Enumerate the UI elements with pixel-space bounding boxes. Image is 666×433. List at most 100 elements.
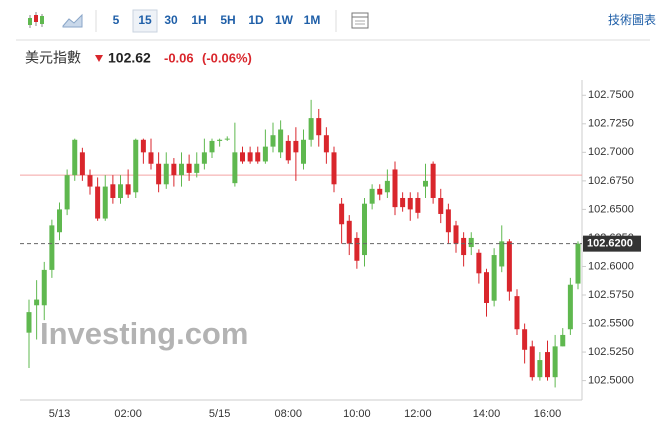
instrument-name: 美元指數 bbox=[25, 50, 81, 66]
price: 102.62 bbox=[108, 50, 151, 66]
candle-body bbox=[430, 163, 436, 198]
last-price-label: 102.6200 bbox=[587, 238, 633, 250]
y-tick-label: 102.7000 bbox=[588, 146, 634, 158]
interval-button[interactable]: 1W bbox=[275, 13, 294, 27]
candle-body bbox=[232, 152, 238, 184]
candle-body bbox=[346, 220, 352, 244]
y-tick-label: 102.6000 bbox=[588, 260, 634, 272]
y-tick-label: 102.5250 bbox=[588, 346, 634, 358]
candle-body bbox=[323, 135, 329, 153]
candle-body bbox=[133, 139, 139, 193]
watermark: Investing.com bbox=[40, 316, 248, 351]
candle-body bbox=[575, 243, 581, 284]
candle-body bbox=[567, 284, 573, 330]
candle-body bbox=[72, 139, 78, 176]
down-arrow bbox=[95, 55, 103, 62]
candle-body bbox=[201, 152, 207, 164]
change: -0.06 bbox=[164, 50, 194, 65]
interval-button[interactable]: 1H bbox=[191, 13, 206, 27]
candle-body bbox=[110, 184, 116, 198]
candle-body bbox=[362, 203, 367, 256]
candle-icon[interactable] bbox=[28, 12, 44, 28]
candle-body bbox=[102, 186, 108, 219]
candle-body bbox=[270, 135, 276, 147]
candle-body bbox=[369, 188, 375, 204]
interval-active-box bbox=[132, 9, 158, 33]
candle-body bbox=[278, 129, 284, 153]
last-price-tag bbox=[583, 235, 641, 252]
interval-button[interactable]: 1D bbox=[248, 13, 264, 27]
candle-body bbox=[79, 152, 85, 176]
x-tick-label: 02:00 bbox=[114, 408, 142, 420]
candle-body bbox=[354, 237, 360, 261]
candle-body bbox=[95, 186, 101, 219]
candle-body bbox=[453, 225, 459, 244]
candle-body bbox=[377, 188, 383, 195]
candle-body bbox=[506, 241, 512, 292]
candle-body bbox=[262, 146, 268, 162]
y-tick-label: 102.5500 bbox=[588, 317, 634, 329]
candle-body bbox=[41, 269, 47, 306]
line-icon[interactable] bbox=[62, 13, 83, 28]
candle-body bbox=[255, 152, 261, 162]
candle-body bbox=[384, 180, 390, 193]
candle-body bbox=[476, 252, 482, 274]
candle-body bbox=[392, 169, 398, 208]
y-tick-label: 102.5750 bbox=[588, 289, 634, 301]
candle-body bbox=[224, 138, 230, 140]
y-tick-label: 102.6500 bbox=[588, 203, 634, 215]
candle-body bbox=[87, 175, 93, 187]
candle-body bbox=[163, 163, 169, 185]
candle-body bbox=[522, 329, 528, 350]
candle-body bbox=[301, 139, 306, 164]
candle-body bbox=[537, 360, 543, 378]
candle-body bbox=[445, 209, 451, 233]
candle-body bbox=[186, 163, 192, 173]
candle-body bbox=[415, 197, 421, 213]
interval-button[interactable]: 15 bbox=[138, 13, 152, 27]
candle-body bbox=[140, 139, 146, 153]
candle-body bbox=[499, 241, 505, 267]
candle-body bbox=[468, 237, 474, 248]
candle-body bbox=[545, 352, 550, 378]
candle-body bbox=[171, 163, 177, 176]
interval-button[interactable]: 5H bbox=[220, 13, 235, 27]
y-tick-label: 102.5000 bbox=[588, 375, 634, 387]
candle-body bbox=[57, 209, 62, 233]
candle-body bbox=[285, 140, 291, 161]
candle-body bbox=[339, 203, 345, 225]
table-icon[interactable] bbox=[351, 12, 369, 29]
candle-body bbox=[49, 225, 55, 270]
candle-body bbox=[125, 184, 131, 195]
candle-body bbox=[148, 152, 154, 164]
chart-link[interactable]: 技術圖表 bbox=[608, 13, 656, 27]
candle-body bbox=[179, 163, 184, 176]
interval-button[interactable]: 5 bbox=[113, 13, 120, 27]
candle-body bbox=[407, 197, 413, 210]
candle-body bbox=[560, 334, 566, 347]
candle-body bbox=[331, 152, 337, 185]
y-tick-label: 102.7500 bbox=[588, 89, 634, 101]
candle-body bbox=[156, 163, 162, 185]
change-percent: (-0.06%) bbox=[202, 50, 252, 65]
candle-body bbox=[26, 312, 32, 333]
candle-body bbox=[34, 299, 40, 306]
x-tick-label: 10:00 bbox=[343, 408, 371, 420]
x-tick-label: 16:00 bbox=[534, 408, 562, 420]
interval-bar: 5 15 30 1H 5H 1D 1W 1M bbox=[113, 9, 321, 33]
candle-body bbox=[209, 140, 215, 153]
interval-button[interactable]: 30 bbox=[164, 13, 178, 27]
candle-body bbox=[400, 197, 406, 208]
candle-body bbox=[514, 296, 520, 330]
y-tick-label: 102.7250 bbox=[588, 118, 634, 130]
candle-body bbox=[423, 180, 428, 187]
candle-body bbox=[316, 118, 322, 136]
candle-body bbox=[240, 152, 245, 162]
candle-body bbox=[64, 175, 70, 210]
x-tick-label: 5/15 bbox=[209, 408, 230, 420]
x-tick-label: 12:00 bbox=[404, 408, 432, 420]
interval-button[interactable]: 1M bbox=[304, 13, 321, 27]
candle-body bbox=[308, 118, 314, 140]
